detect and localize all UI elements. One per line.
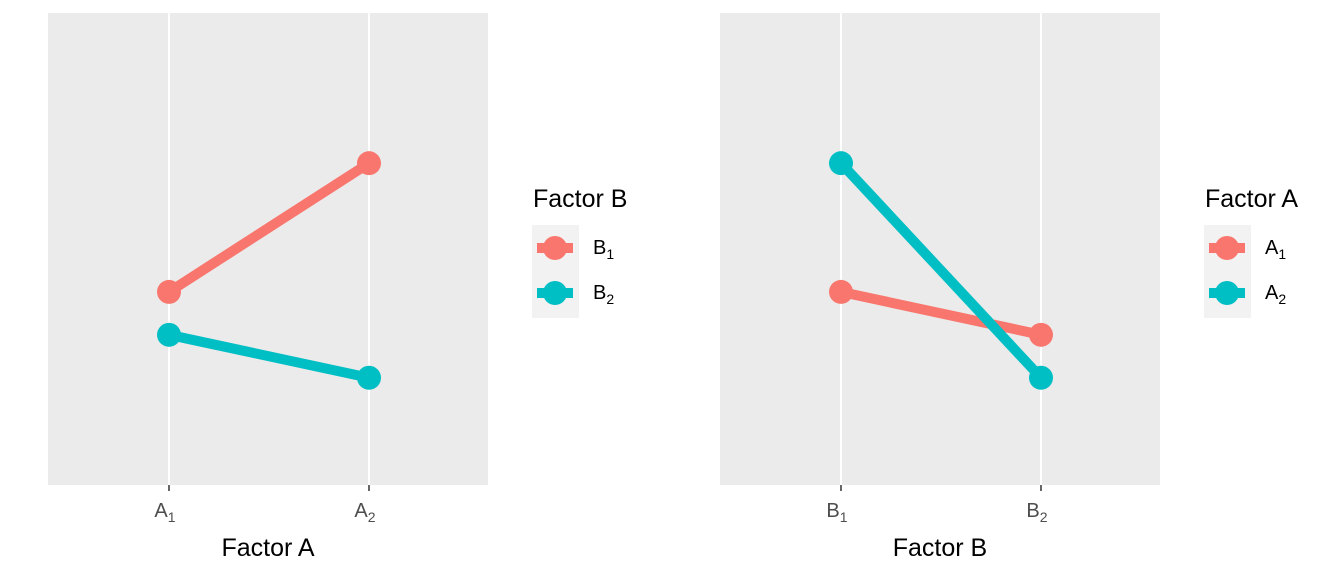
x-tick-label-1-2: A2: [354, 500, 375, 525]
data-point-1-B1-2: [357, 151, 381, 176]
x-tick-label-2-1: B1: [826, 500, 847, 525]
series-line-2-A2: [837, 159, 1045, 382]
legend-key-point-2-2: [1215, 281, 1239, 305]
series-line-1-B2: [167, 329, 371, 383]
legend-title-1: Factor B: [533, 185, 627, 213]
series-line-2-A1: [839, 287, 1043, 340]
data-point-2-A1-1: [829, 279, 853, 304]
legend-title-2: Factor A: [1205, 185, 1298, 213]
x-axis-title-1: Factor A: [221, 534, 314, 562]
data-point-2-A2-1: [829, 151, 853, 176]
data-point-1-B2-1: [157, 322, 181, 347]
data-point-2-A2-2: [1029, 365, 1053, 390]
legend-key-point-1-1: [543, 236, 567, 260]
data-point-1-B1-1: [157, 279, 181, 304]
x-tick-label-2-2: B2: [1026, 500, 1047, 525]
plot-panel-1: [48, 13, 488, 485]
x-axis-title-2: Factor B: [893, 534, 987, 562]
legend-label-2-2: A2: [1265, 282, 1286, 307]
legend-key-point-2-1: [1215, 236, 1239, 260]
data-point-1-B2-2: [357, 365, 381, 390]
legend-label-2-1: A1: [1265, 237, 1286, 262]
legend-label-1-2: B2: [593, 282, 614, 307]
data-point-2-A1-2: [1029, 322, 1053, 347]
series-line-1-B1: [166, 158, 372, 297]
plot-panel-2: [720, 13, 1160, 485]
legend-label-1-1: B1: [593, 237, 614, 262]
legend-key-point-1-2: [543, 281, 567, 305]
x-tick-label-1-1: A1: [154, 500, 175, 525]
